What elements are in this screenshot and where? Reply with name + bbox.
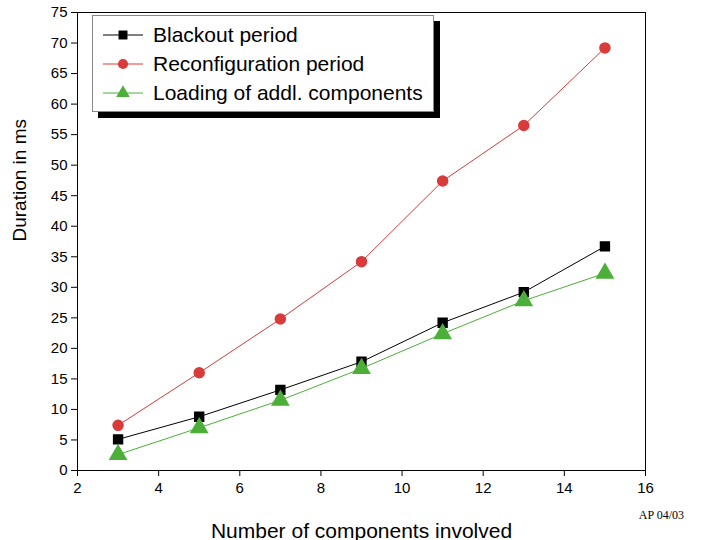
svg-text:45: 45 xyxy=(51,187,68,204)
svg-text:12: 12 xyxy=(475,479,492,496)
svg-text:14: 14 xyxy=(556,479,573,496)
svg-text:25: 25 xyxy=(51,309,68,326)
svg-text:30: 30 xyxy=(51,278,68,295)
svg-text:15: 15 xyxy=(51,370,68,387)
svg-text:10: 10 xyxy=(394,479,411,496)
svg-text:20: 20 xyxy=(51,339,68,356)
svg-text:8: 8 xyxy=(317,479,325,496)
html-text:Loading of addl. components: Loading of addl. components xyxy=(153,81,423,104)
svg-text:70: 70 xyxy=(51,34,68,51)
svg-text:4: 4 xyxy=(154,479,162,496)
html-text:Blackout period: Blackout period xyxy=(153,23,298,46)
svg-text:5: 5 xyxy=(59,431,67,448)
svg-text:10: 10 xyxy=(51,400,68,417)
html-text:Reconfiguration period: Reconfiguration period xyxy=(153,52,365,75)
html-text:AP 04/03: AP 04/03 xyxy=(638,508,684,522)
svg-text:6: 6 xyxy=(236,479,244,496)
svg-text:75: 75 xyxy=(51,3,68,20)
svg-text:35: 35 xyxy=(51,248,68,265)
svg-text:60: 60 xyxy=(51,95,68,112)
svg-text:Duration in ms: Duration in ms xyxy=(9,119,30,242)
svg-text:55: 55 xyxy=(51,125,68,142)
svg-text:Number of components involved: Number of components involved xyxy=(211,519,512,540)
svg-text:65: 65 xyxy=(51,64,68,81)
svg-text:40: 40 xyxy=(51,217,68,234)
svg-text:2: 2 xyxy=(73,479,81,496)
svg-text:50: 50 xyxy=(51,156,68,173)
svg-text:0: 0 xyxy=(59,461,67,478)
svg-text:16: 16 xyxy=(637,479,654,496)
